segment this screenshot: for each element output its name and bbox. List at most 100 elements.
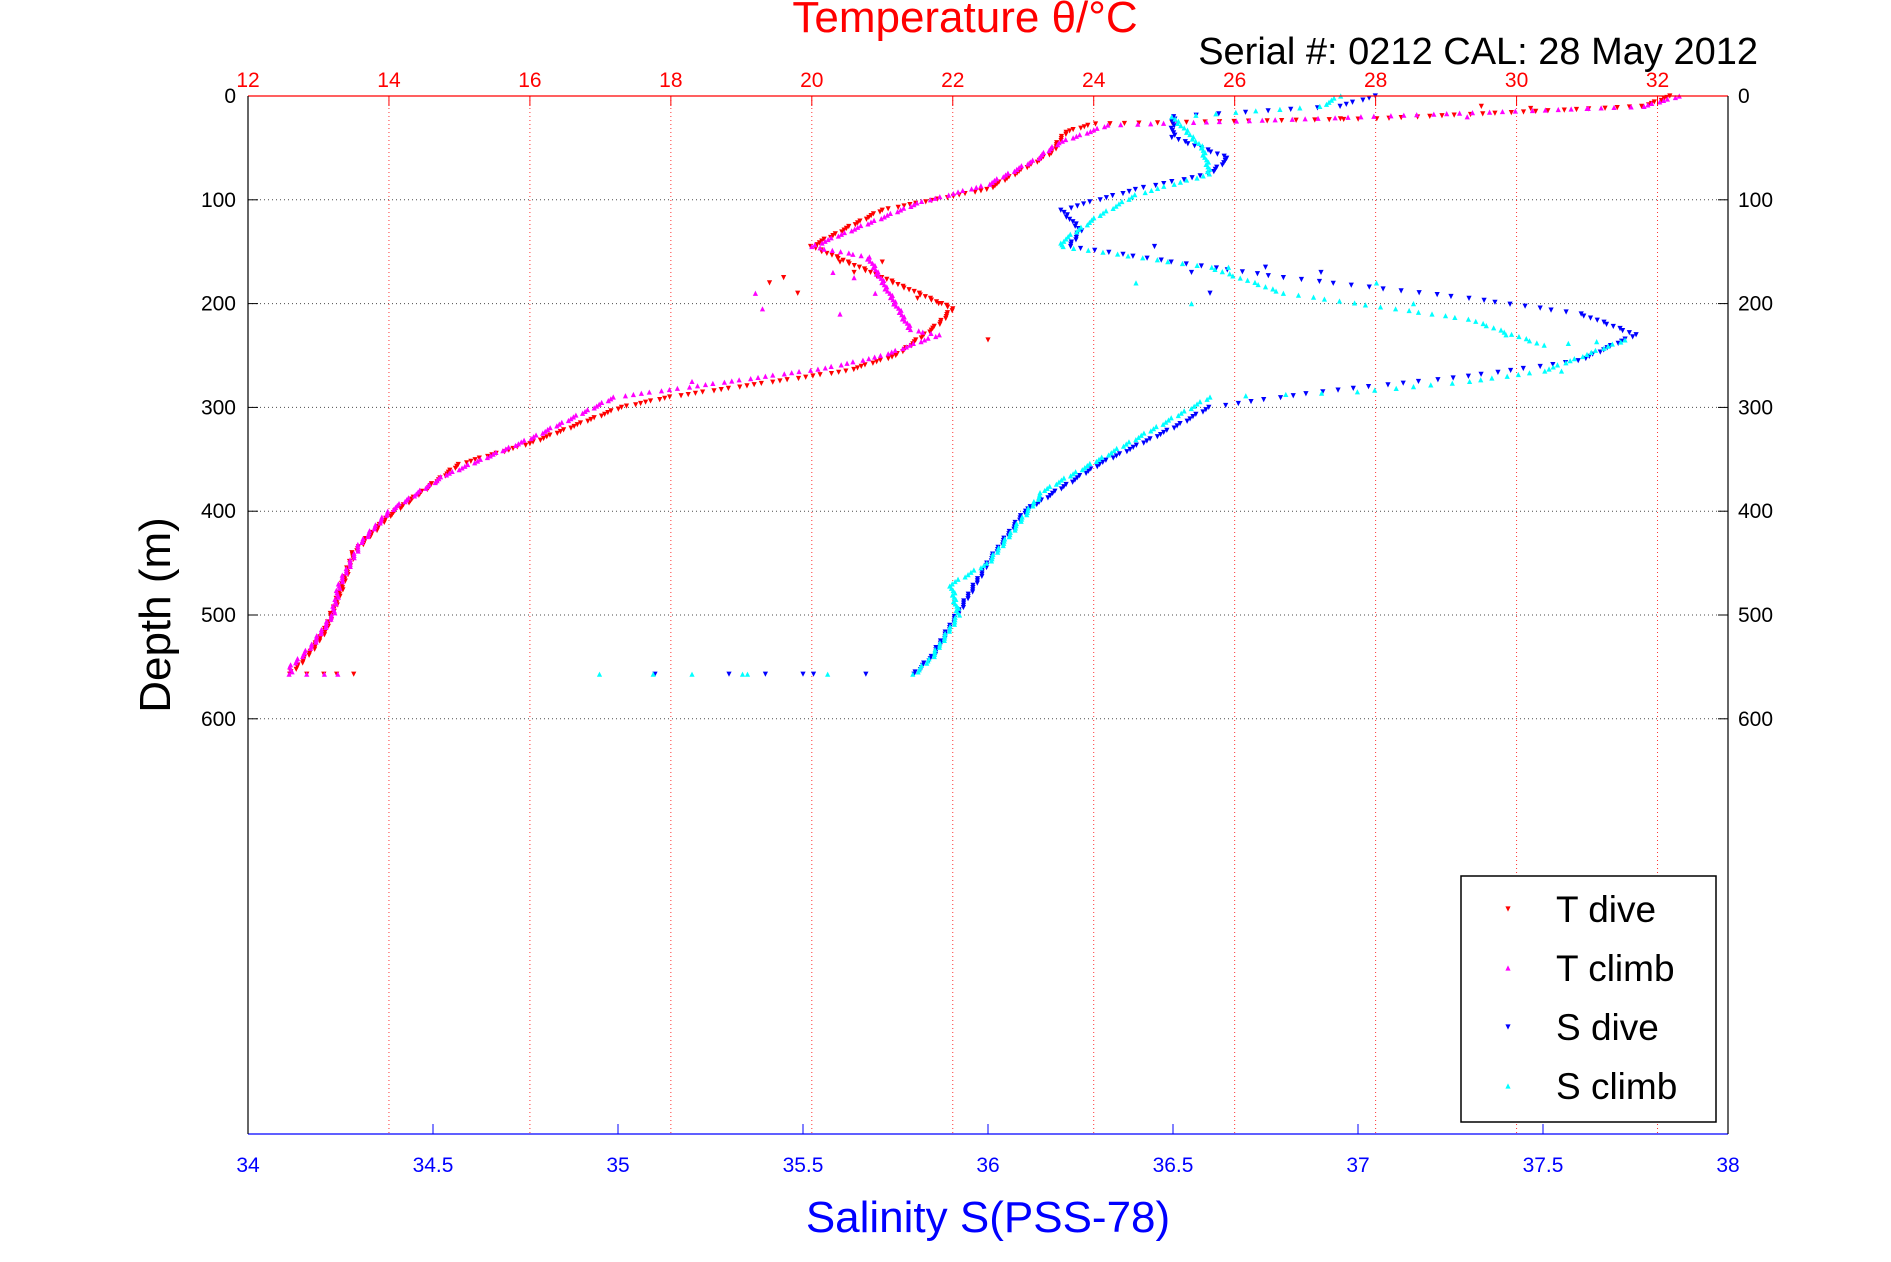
- data-point: [537, 437, 544, 443]
- data-point: [1053, 146, 1059, 152]
- data-point: [1005, 170, 1011, 176]
- data-point: [568, 416, 574, 422]
- data-point: [1499, 108, 1506, 115]
- data-point: [293, 666, 299, 672]
- data-point: [1135, 434, 1142, 441]
- data-point: [1188, 405, 1194, 412]
- data-point: [1103, 195, 1109, 201]
- data-point: [1132, 192, 1138, 198]
- data-point: [533, 432, 539, 438]
- data-point: [979, 573, 985, 580]
- data-point: [605, 409, 611, 416]
- data-point: [1610, 323, 1616, 330]
- data-point: [843, 368, 849, 374]
- data-point: [1452, 314, 1458, 321]
- data-point: [955, 576, 961, 582]
- data-point: [559, 419, 565, 425]
- data-point: [1030, 503, 1036, 509]
- data-point: [1174, 423, 1180, 429]
- data-point: [894, 209, 901, 215]
- data-point: [906, 287, 912, 293]
- data-point: [1097, 212, 1103, 218]
- data-point: [1350, 385, 1356, 391]
- data-point: [1227, 271, 1233, 277]
- data-point: [841, 229, 848, 236]
- data-point: [1055, 142, 1061, 148]
- data-point: [1138, 432, 1144, 438]
- data-point: [646, 389, 652, 395]
- data-point: [781, 275, 787, 281]
- data-point: [737, 384, 743, 390]
- data-point: [881, 214, 887, 220]
- data-point: [337, 585, 343, 591]
- data-point: [685, 391, 691, 398]
- data-point: [884, 288, 891, 294]
- data-point: [991, 177, 998, 184]
- data-point: [978, 183, 984, 189]
- data-point: [925, 335, 931, 341]
- data-point: [459, 465, 465, 471]
- data-point: [1537, 305, 1543, 311]
- data-point: [817, 372, 823, 378]
- data-point: [1073, 133, 1080, 139]
- data-point: [1127, 446, 1133, 453]
- data-point: [1182, 139, 1188, 145]
- data-point: [1193, 112, 1199, 118]
- data-point: [1578, 311, 1584, 317]
- data-point: [1341, 116, 1347, 123]
- data-point: [1130, 253, 1136, 259]
- data-point: [1115, 251, 1121, 257]
- data-point: [918, 339, 924, 345]
- data-point: [1203, 119, 1210, 125]
- data-point: [1078, 224, 1084, 230]
- data-point: [1583, 355, 1589, 362]
- data-point: [1575, 358, 1581, 364]
- data-point: [1661, 96, 1667, 102]
- chart-title: Temperature θ/°C: [792, 0, 1137, 42]
- data-point: [949, 308, 955, 314]
- data-point: [545, 426, 551, 433]
- legend-marker: [1505, 965, 1511, 971]
- data-point: [1554, 362, 1561, 368]
- data-point: [1415, 309, 1422, 315]
- data-point: [729, 378, 735, 384]
- data-point: [1133, 437, 1139, 443]
- data-point: [1633, 332, 1639, 338]
- data-point: [1093, 458, 1100, 464]
- x-top-tick-label: 12: [236, 69, 259, 92]
- data-point: [1598, 105, 1604, 111]
- data-point: [762, 671, 768, 677]
- data-point: [1252, 279, 1258, 286]
- data-point: [1144, 255, 1150, 261]
- data-point: [1297, 105, 1303, 111]
- legend: T dive T climb S dive S climb: [1460, 875, 1717, 1123]
- data-point: [952, 578, 958, 585]
- x-top-tick-label: 26: [1223, 69, 1246, 92]
- data-point: [1042, 487, 1048, 494]
- x-top-tick-label: 16: [518, 69, 541, 92]
- data-point: [901, 203, 907, 209]
- data-point: [1336, 298, 1343, 304]
- data-point: [650, 671, 656, 677]
- data-point: [1113, 203, 1119, 209]
- data-point: [1087, 460, 1093, 467]
- data-point: [1068, 473, 1074, 479]
- data-point: [1105, 452, 1112, 458]
- data-point: [879, 259, 885, 265]
- data-point: [866, 356, 872, 362]
- data-point: [816, 240, 823, 246]
- data-point: [1025, 161, 1031, 167]
- data-point: [851, 262, 857, 269]
- data-point: [795, 375, 802, 382]
- data-point: [638, 400, 644, 407]
- data-point: [978, 565, 984, 571]
- data-point: [950, 190, 956, 197]
- data-point: [800, 671, 806, 677]
- data-point: [1006, 534, 1012, 540]
- data-point: [942, 630, 948, 637]
- data-point: [819, 240, 825, 246]
- data-point: [1288, 106, 1294, 112]
- data-point: [1504, 373, 1510, 379]
- data-point: [1107, 121, 1113, 127]
- data-point: [781, 371, 787, 377]
